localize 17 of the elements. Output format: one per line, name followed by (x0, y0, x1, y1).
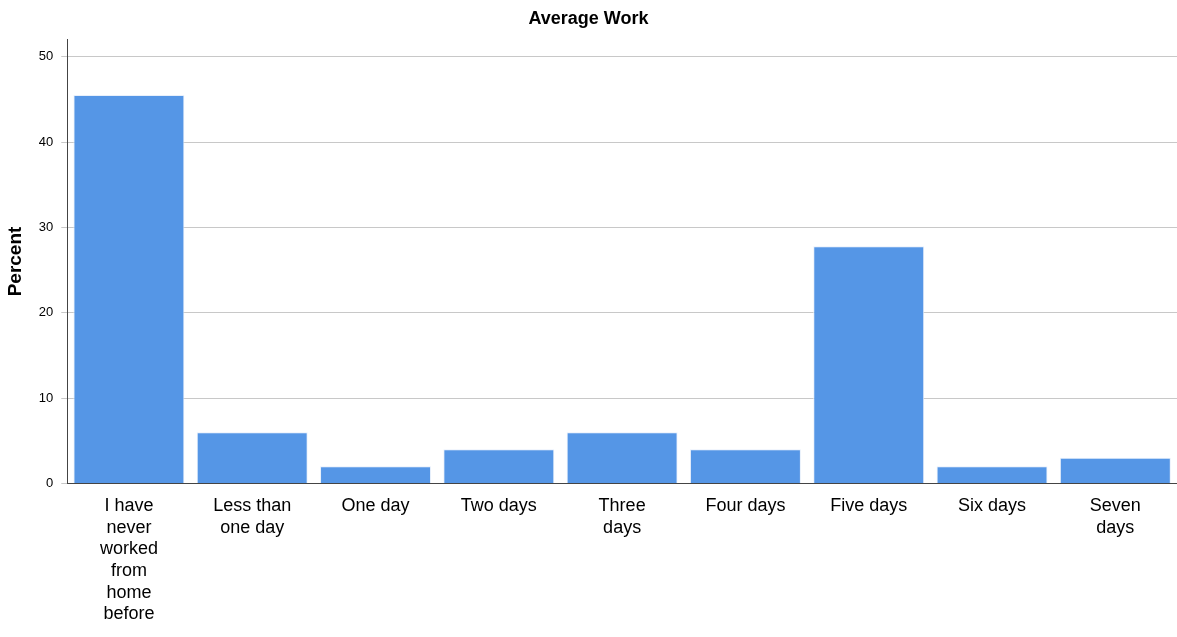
x-tick-label: Five days (830, 495, 908, 516)
y-tick-label: 20 (38, 304, 54, 320)
y-tick-label: 0 (46, 474, 54, 490)
x-tick-label: Three days (598, 495, 646, 537)
x-tick-label: Less than one day (213, 495, 292, 537)
y-tick-label: 30 (38, 218, 54, 234)
x-tick-label: Four days (705, 495, 786, 516)
chart-title: Average Work (528, 7, 650, 28)
x-tick-label: I have never worked from home before (98, 495, 158, 624)
y-tick-label: 10 (38, 389, 54, 405)
x-tick-label: One day (341, 495, 410, 516)
y-tick-label: 50 (38, 48, 54, 64)
x-tick-label: Six days (958, 495, 1027, 516)
x-tick-label: Seven days (1089, 495, 1141, 537)
y-axis-title: Percent (3, 225, 25, 297)
x-tick-label: Two days (460, 495, 537, 516)
y-tick-label: 40 (38, 133, 54, 149)
